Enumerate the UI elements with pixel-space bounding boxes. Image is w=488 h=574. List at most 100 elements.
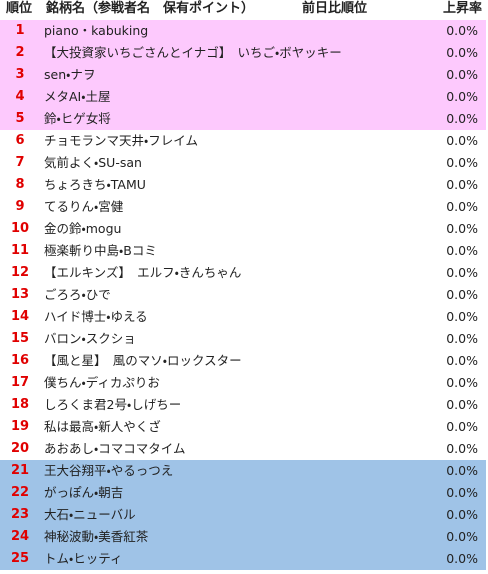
table-row: 6 チョモランマ天井・フレイム 0.0% xyxy=(0,130,486,152)
name-cell: 鈴・ヒゲ女将 xyxy=(44,111,111,126)
name-cell: 【風と星】 風のマソ・ロックスター xyxy=(44,353,242,368)
table-row: 10 金の鈴・mogu 0.0% xyxy=(0,218,486,240)
table-row: 23 大石・ニューバル 0.0% xyxy=(0,504,486,526)
table-row: 12 【エルキンズ】 エルフ・きんちゃん 0.0% xyxy=(0,262,486,284)
table-row: 17 僕ちん・ディカぷりお 0.0% xyxy=(0,372,486,394)
table-row: 2 【大投資家いちごさんとイナゴ】 いちご・ボヤッキー 0.0% xyxy=(0,42,486,64)
rank-cell: 20 xyxy=(10,441,30,456)
rate-cell: 0.0% xyxy=(446,155,478,170)
table-row: 14 ハイド博士・ゆえる 0.0% xyxy=(0,306,486,328)
table-row: 9 てるりん・宮健 0.0% xyxy=(0,196,486,218)
rate-cell: 0.0% xyxy=(446,177,478,192)
table-body: 1 piano・kabuking 0.0% 2 【大投資家いちごさんとイナゴ】 いちご・… xyxy=(0,20,486,570)
name-cell: てるりん・宮健 xyxy=(44,199,124,214)
rank-cell: 25 xyxy=(10,551,30,566)
rate-cell: 0.0% xyxy=(446,287,478,302)
rate-cell: 0.0% xyxy=(446,441,478,456)
rank-cell: 19 xyxy=(10,419,30,434)
name-cell: ごろろ・ひで xyxy=(44,287,111,302)
name-cell: 金の鈴・mogu xyxy=(44,221,122,236)
name-cell: sen・ナヲ xyxy=(44,67,96,82)
rank-cell: 10 xyxy=(10,221,30,236)
rank-cell: 8 xyxy=(15,177,25,192)
rate-cell: 0.0% xyxy=(446,463,478,478)
name-cell: ちょろきち・TAMU xyxy=(44,177,146,192)
rate-cell: 0.0% xyxy=(446,133,478,148)
rank-cell: 18 xyxy=(10,397,30,412)
rank-cell: 7 xyxy=(15,155,25,170)
table-row: 1 piano・kabuking 0.0% xyxy=(0,20,486,42)
table-row: 13 ごろろ・ひで 0.0% xyxy=(0,284,486,306)
rate-cell: 0.0% xyxy=(446,199,478,214)
rank-cell: 5 xyxy=(15,111,25,126)
name-cell: トム・ヒッティ xyxy=(44,551,123,566)
rank-cell: 24 xyxy=(10,529,30,544)
rank-cell: 15 xyxy=(10,331,30,346)
table-row: 22 がっぽん・朝吉 0.0% xyxy=(0,482,486,504)
table-row: 16 【風と星】 風のマソ・ロックスター 0.0% xyxy=(0,350,486,372)
table-row: 4 メタAI・土屋 0.0% xyxy=(0,86,486,108)
table-row: 8 ちょろきち・TAMU 0.0% xyxy=(0,174,486,196)
header-name: 銘柄名（参戦者名 保有ポイント） xyxy=(46,1,255,16)
rate-cell: 0.0% xyxy=(446,221,478,236)
table-row: 19 私は最高・新人やくざ 0.0% xyxy=(0,416,486,438)
rank-cell: 6 xyxy=(15,133,25,148)
name-cell: piano・kabuking xyxy=(44,23,149,38)
table-row: 15 バロン・スクショ 0.0% xyxy=(0,328,486,350)
header-prev-rank: 前日比順位 xyxy=(302,1,368,16)
name-cell: しろくま君2号・しげちー xyxy=(44,397,182,412)
rate-cell: 0.0% xyxy=(446,243,478,258)
name-cell: 気前よく・SU-san xyxy=(44,155,142,170)
name-cell: がっぽん・朝吉 xyxy=(44,485,124,500)
rate-cell: 0.0% xyxy=(446,419,478,434)
table-row: 24 神秘波動・美香紅茶 0.0% xyxy=(0,526,486,548)
name-cell: 【大投資家いちごさんとイナゴ】 いちご・ボヤッキー xyxy=(44,45,342,60)
rank-cell: 12 xyxy=(10,265,30,280)
rate-cell: 0.0% xyxy=(446,529,478,544)
name-cell: 王大谷翔平・やるっつえ xyxy=(44,463,174,478)
header-rate: 上昇率 xyxy=(442,1,482,16)
rank-cell: 13 xyxy=(10,287,30,302)
name-cell: あおあし・コマコマタイム xyxy=(44,441,186,456)
rate-cell: 0.0% xyxy=(446,353,478,368)
rate-cell: 0.0% xyxy=(446,67,478,82)
table-header: 順位 銘柄名（参戦者名 保有ポイント） 前日比順位 上昇率 xyxy=(0,0,488,20)
table-row: 25 トム・ヒッティ 0.0% xyxy=(0,548,486,570)
table-row: 18 しろくま君2号・しげちー 0.0% xyxy=(0,394,486,416)
rank-cell: 9 xyxy=(15,199,25,214)
name-cell: チョモランマ天井・フレイム xyxy=(44,133,199,148)
rank-cell: 3 xyxy=(15,67,25,82)
rank-cell: 1 xyxy=(15,23,25,38)
name-cell: 僕ちん・ディカぷりお xyxy=(44,375,160,390)
rate-cell: 0.0% xyxy=(446,23,478,38)
rate-cell: 0.0% xyxy=(446,309,478,324)
name-cell: 【エルキンズ】 エルフ・きんちゃん xyxy=(44,265,242,280)
table-row: 7 気前よく・SU-san 0.0% xyxy=(0,152,486,174)
rate-cell: 0.0% xyxy=(446,375,478,390)
name-cell: 神秘波動・美香紅茶 xyxy=(44,529,149,544)
rate-cell: 0.0% xyxy=(446,397,478,412)
rate-cell: 0.0% xyxy=(446,507,478,522)
table-row: 20 あおあし・コマコマタイム 0.0% xyxy=(0,438,486,460)
rank-cell: 23 xyxy=(10,507,30,522)
rate-cell: 0.0% xyxy=(446,89,478,104)
header-rank: 順位 xyxy=(6,1,33,16)
rate-cell: 0.0% xyxy=(446,331,478,346)
rate-cell: 0.0% xyxy=(446,111,478,126)
table-row: 5 鈴・ヒゲ女将 0.0% xyxy=(0,108,486,130)
rate-cell: 0.0% xyxy=(446,551,478,566)
name-cell: 極楽斬り中島・Bコミ xyxy=(44,243,157,258)
name-cell: ハイド博士・ゆえる xyxy=(44,309,148,324)
rank-cell: 21 xyxy=(10,463,30,478)
rate-cell: 0.0% xyxy=(446,45,478,60)
rate-cell: 0.0% xyxy=(446,265,478,280)
rank-cell: 22 xyxy=(10,485,30,500)
rank-cell: 14 xyxy=(10,309,30,324)
name-cell: 大石・ニューバル xyxy=(44,507,136,522)
rank-cell: 11 xyxy=(10,243,30,258)
table-row: 3 sen・ナヲ 0.0% xyxy=(0,64,486,86)
table-row: 11 極楽斬り中島・Bコミ 0.0% xyxy=(0,240,486,262)
rate-cell: 0.0% xyxy=(446,485,478,500)
name-cell: バロン・スクショ xyxy=(44,331,136,346)
